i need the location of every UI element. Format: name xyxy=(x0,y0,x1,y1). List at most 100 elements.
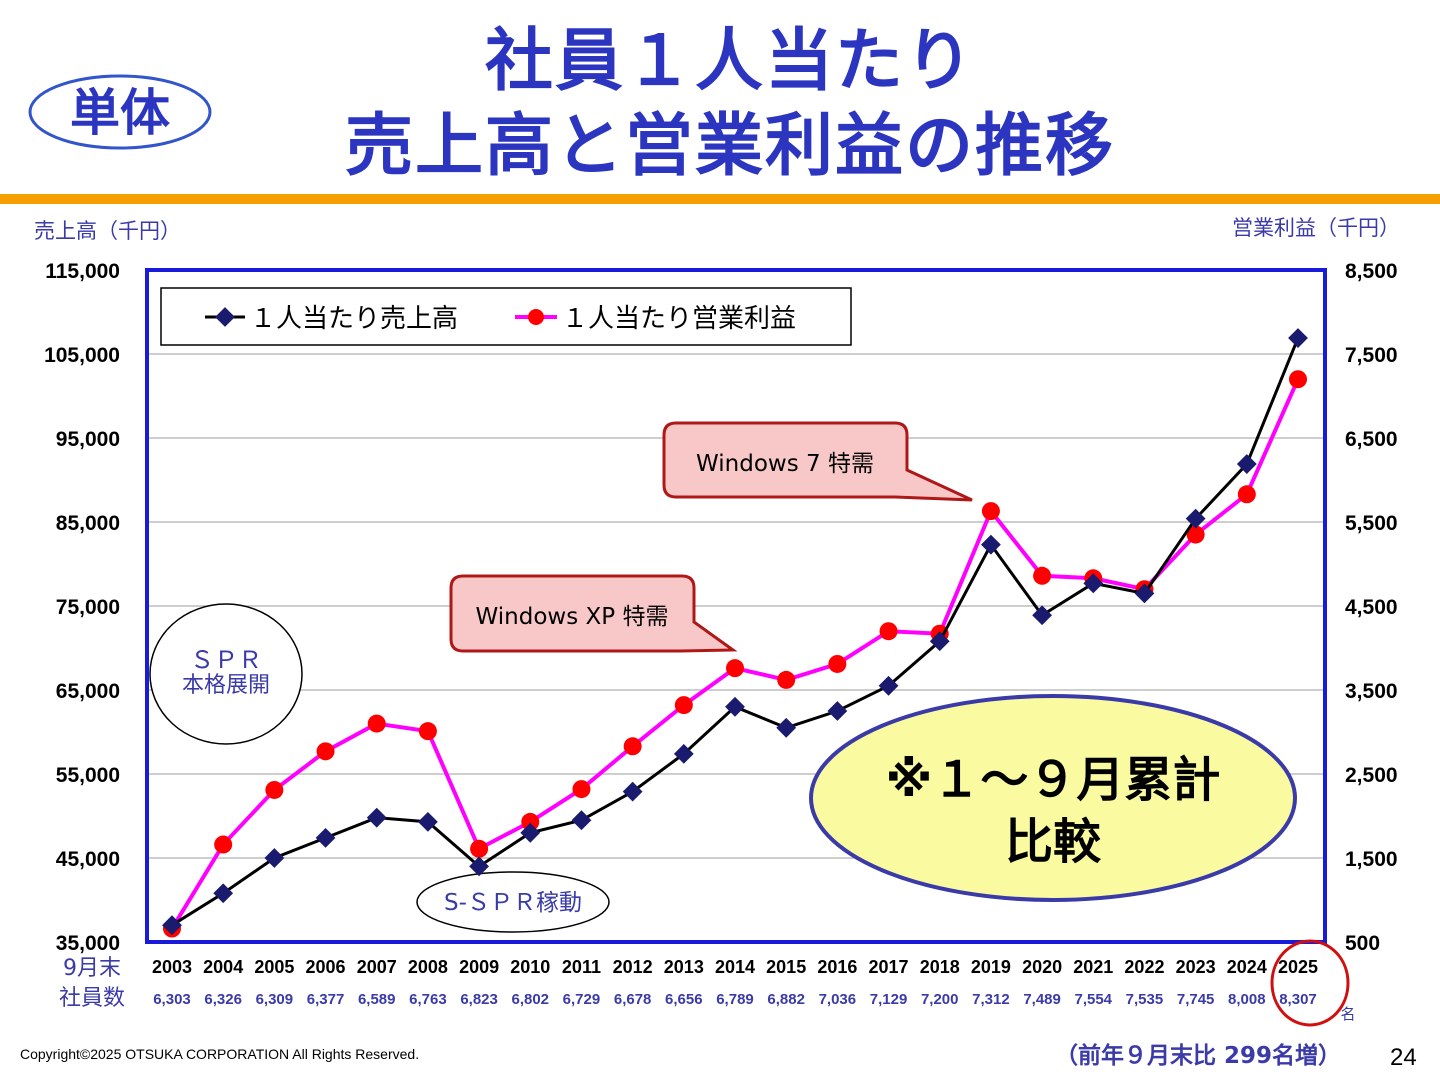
x-tick-label: 2014 xyxy=(715,957,755,977)
highlight-2025-circle xyxy=(1270,939,1350,1027)
employee-count: 6,589 xyxy=(358,991,396,1008)
profit-point xyxy=(1033,566,1052,585)
y-tick-left: 95,000 xyxy=(56,428,120,451)
employee-count: 6,789 xyxy=(716,991,754,1008)
profit-point xyxy=(879,622,898,641)
period-note-line-2: 比較 xyxy=(1005,814,1102,870)
employee-count: 8,008 xyxy=(1228,991,1266,1008)
x-tick-label: 2017 xyxy=(869,957,909,977)
x-tick-label: 2025 xyxy=(1278,957,1318,977)
legend-sales-label: １人当たり売上高 xyxy=(250,304,458,334)
x-tick-label: 2004 xyxy=(203,957,243,977)
left-axis-title: 売上高（千円） xyxy=(34,219,181,243)
x-tick-label: 2019 xyxy=(971,957,1011,977)
y-tick-right: 5,500 xyxy=(1345,512,1398,535)
employee-count: 7,535 xyxy=(1126,991,1164,1008)
sales-point xyxy=(827,701,848,721)
sales-point xyxy=(878,675,899,696)
y-tick-left: 115,000 xyxy=(45,260,120,283)
x-tick-label: 2010 xyxy=(510,957,550,977)
x-tick-label: 2015 xyxy=(766,957,806,977)
sales-point xyxy=(776,717,797,738)
employee-count: 6,656 xyxy=(665,991,703,1008)
sales-point xyxy=(571,810,592,831)
employee-unit: 名 xyxy=(1340,1005,1355,1023)
sales-point xyxy=(1032,605,1052,626)
y-tick-right: 7,500 xyxy=(1345,344,1398,367)
employee-count: 7,200 xyxy=(921,991,959,1008)
sales-point xyxy=(929,631,950,652)
spr-circle xyxy=(149,603,303,745)
callout-windows-7 xyxy=(662,421,973,502)
sales-point xyxy=(1134,583,1155,604)
sales-point xyxy=(673,743,694,764)
badge-text: 単体 xyxy=(70,84,170,142)
sales-point xyxy=(1288,328,1308,348)
sales-point xyxy=(520,822,541,843)
sales-point xyxy=(315,827,336,848)
profit-point xyxy=(470,839,489,858)
callout-windows-xp-text: Windows XP 特需 xyxy=(476,604,669,630)
period-note-line-1: ※１～９月累計 xyxy=(886,752,1221,808)
x-tick-label: 2007 xyxy=(357,957,397,977)
x-tick-label: 2022 xyxy=(1124,957,1164,977)
sspr-label: S-ＳＰＲ稼動 xyxy=(444,890,582,916)
x-tick-label: 2018 xyxy=(920,957,960,977)
sales-point xyxy=(1083,573,1104,594)
right-axis-title: 営業利益（千円） xyxy=(1232,216,1400,240)
profit-point xyxy=(777,670,796,689)
profit-point xyxy=(265,780,284,799)
x-tick-label: 2012 xyxy=(613,957,653,977)
profit-point xyxy=(1237,485,1256,504)
sales-point xyxy=(1236,454,1257,474)
employee-count: 7,554 xyxy=(1074,991,1112,1008)
y-tick-right: 500 xyxy=(1345,932,1380,955)
employee-count: 6,882 xyxy=(767,991,805,1008)
employee-count: 7,745 xyxy=(1177,991,1215,1008)
profit-point xyxy=(674,696,693,715)
profit-point xyxy=(214,835,233,854)
y-tick-right: 3,500 xyxy=(1345,680,1398,703)
sales-point xyxy=(1185,508,1206,529)
x-tick-label: 2016 xyxy=(817,957,857,977)
sales-point xyxy=(981,534,1001,555)
spr-sublabel: 本格展開 xyxy=(182,673,270,698)
x-tick-label: 2024 xyxy=(1227,957,1267,977)
sales-point xyxy=(213,883,234,904)
x-tick-label: 2011 xyxy=(562,957,601,977)
x-tick-label: 2009 xyxy=(459,957,499,977)
x-tick-label: 2021 xyxy=(1073,957,1113,977)
y-tick-left: 85,000 xyxy=(56,512,120,535)
y-tick-right: 1,500 xyxy=(1345,848,1398,871)
employee-label-2: 社員数 xyxy=(59,986,125,1011)
profit-point xyxy=(572,780,591,799)
callout-windows-7-text: Windows 7 特需 xyxy=(696,451,874,477)
y-tick-right: 4,500 xyxy=(1345,596,1398,619)
profit-point xyxy=(316,742,335,761)
employee-count: 6,309 xyxy=(256,991,294,1008)
employee-count: 8,307 xyxy=(1279,991,1317,1008)
x-tick-label: 2023 xyxy=(1176,957,1216,977)
y-tick-left: 105,000 xyxy=(44,344,120,367)
callout-windows-xp xyxy=(449,574,738,653)
x-tick-label: 2005 xyxy=(254,957,294,977)
employee-count: 6,802 xyxy=(511,991,549,1008)
x-tick-label: 2008 xyxy=(408,957,448,977)
sales-point xyxy=(264,848,285,868)
x-tick-label: 2013 xyxy=(664,957,704,977)
employee-count: 6,763 xyxy=(409,991,447,1008)
plot-border xyxy=(145,268,1327,944)
profit-point xyxy=(623,737,642,756)
employee-count: 7,036 xyxy=(819,991,857,1008)
y-tick-right: 2,500 xyxy=(1345,764,1398,787)
employee-count: 7,129 xyxy=(870,991,908,1008)
x-tick-label: 2020 xyxy=(1022,957,1062,977)
copyright: Copyright©2025 OTSUKA CORPORATION All Ri… xyxy=(20,1046,420,1062)
profit-point xyxy=(981,502,1000,521)
badge-oval xyxy=(28,74,212,150)
employee-count: 6,823 xyxy=(460,991,498,1008)
x-tick-label: 2006 xyxy=(306,957,346,977)
employee-count: 6,377 xyxy=(307,991,345,1008)
profit-point xyxy=(418,722,437,741)
